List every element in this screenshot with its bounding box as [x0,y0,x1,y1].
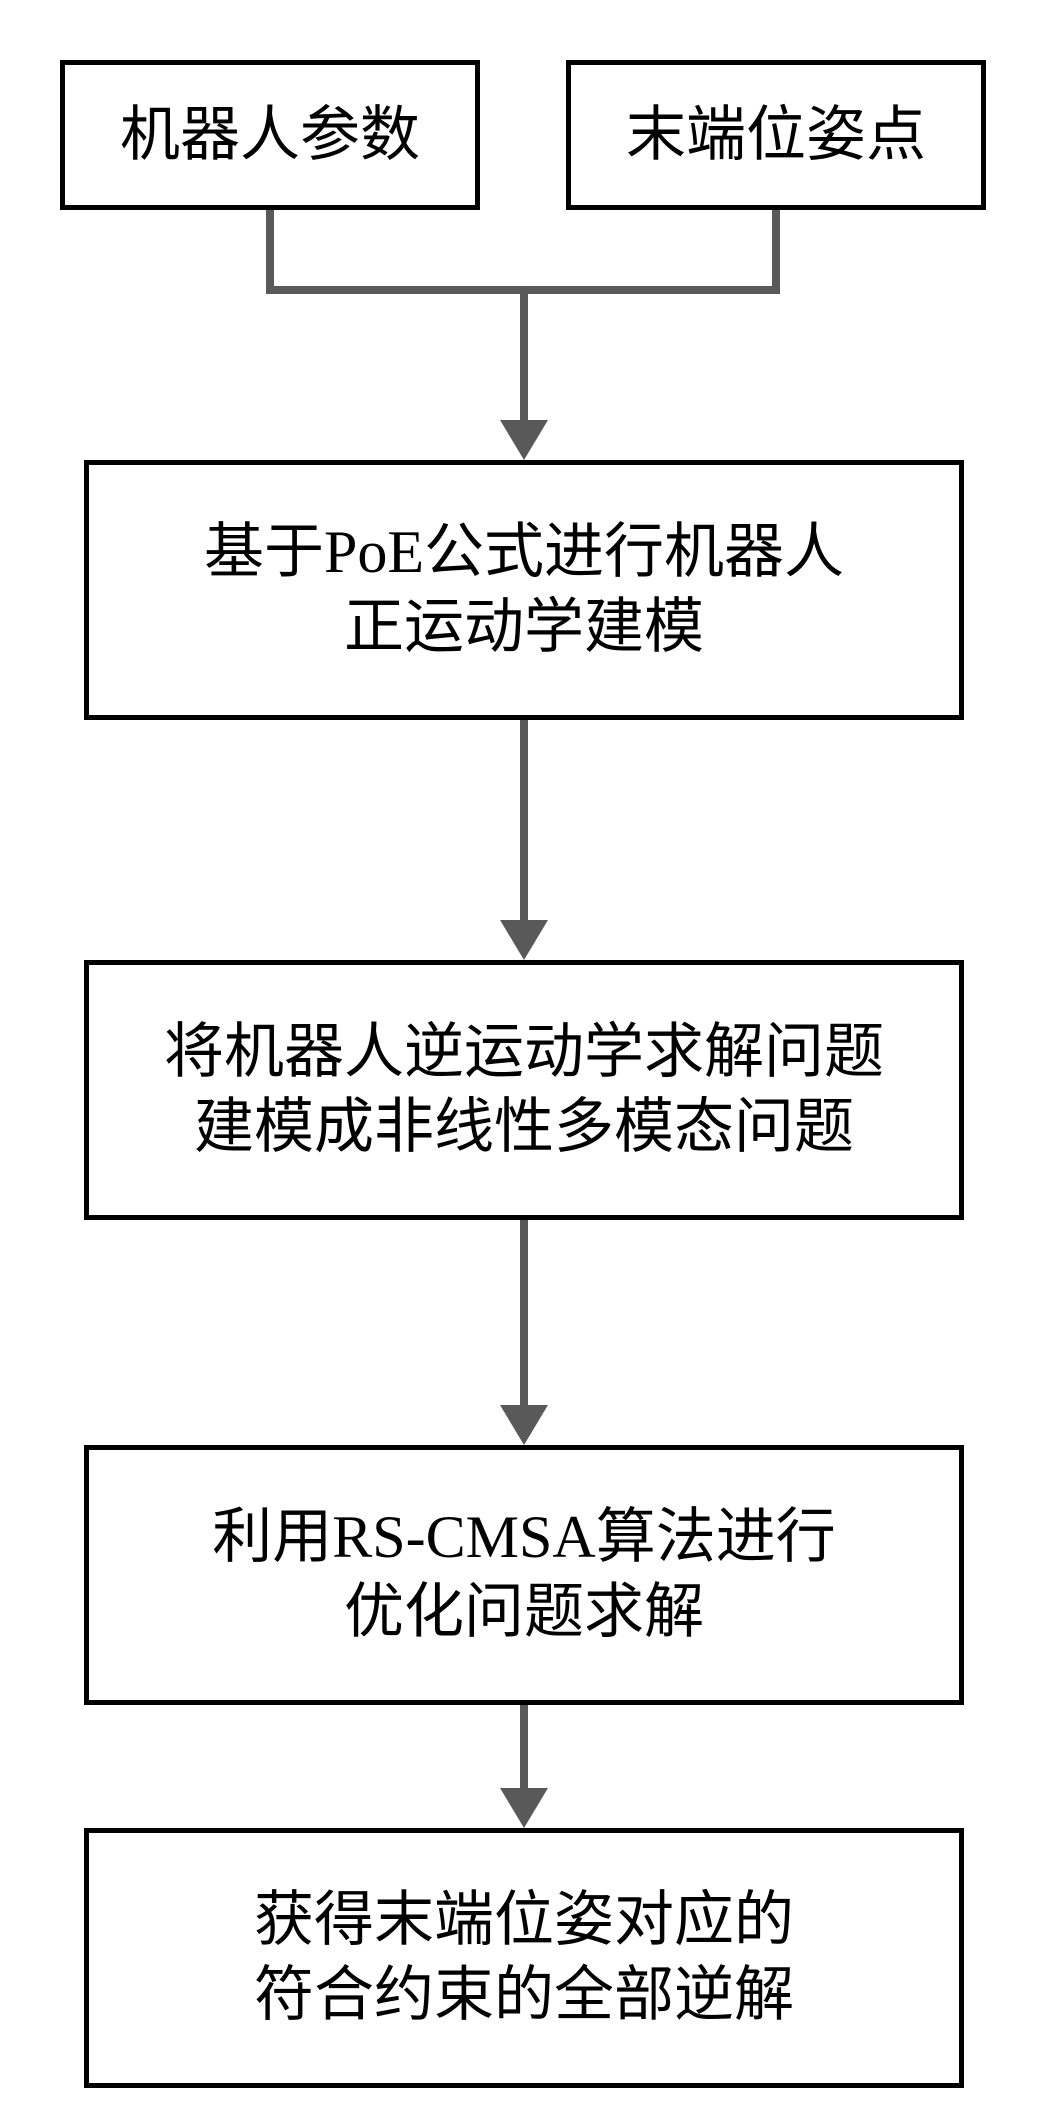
flowchart-canvas: 机器人参数 末端位姿点 基于PoE公式进行机器人 正运动学建模 将机器人逆运动学… [0,0,1048,2104]
connectors-layer [0,0,1048,2104]
